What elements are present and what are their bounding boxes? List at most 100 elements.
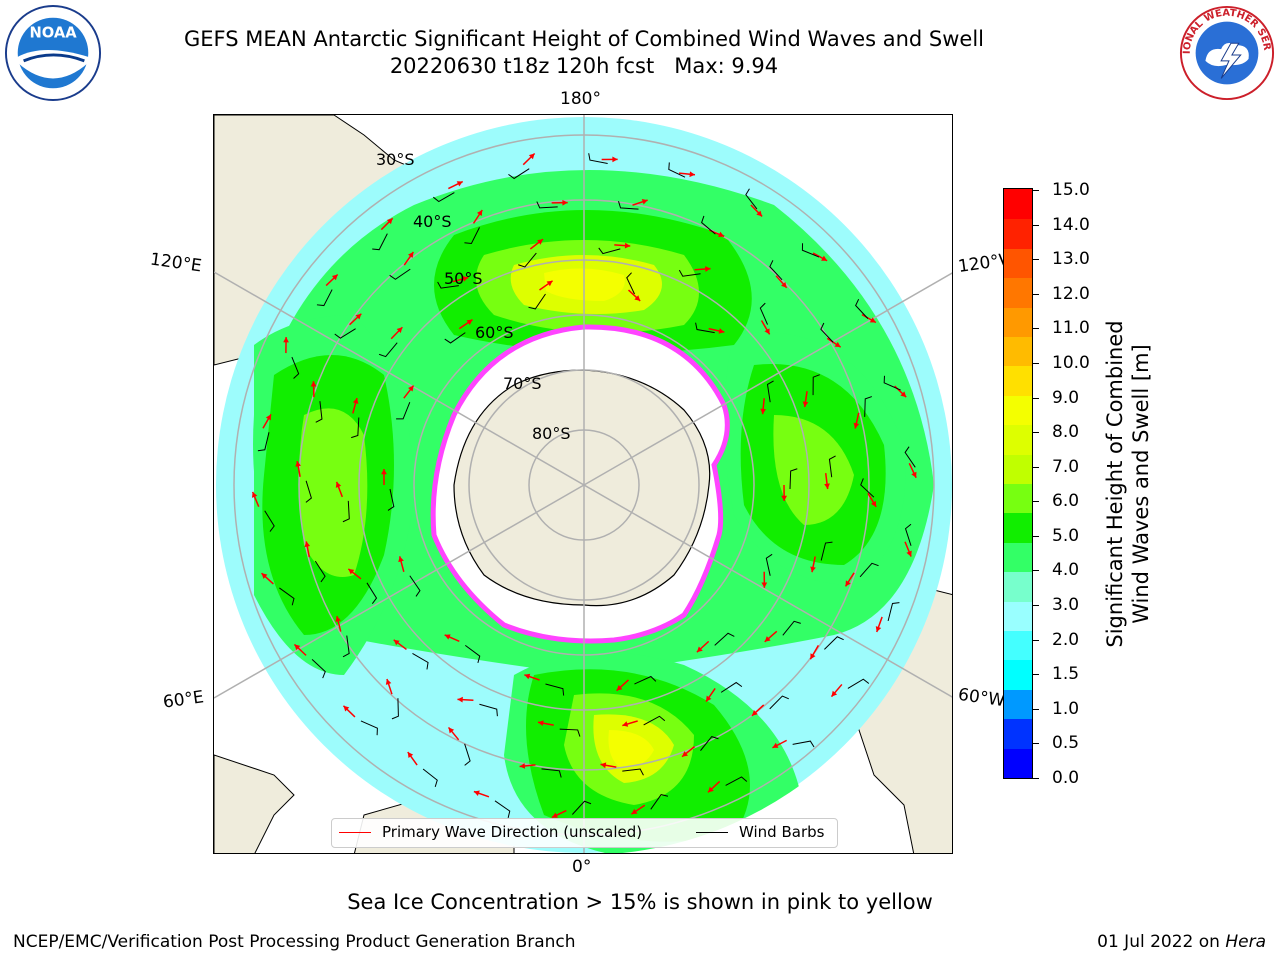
- colorbar-tick: [1033, 639, 1039, 641]
- wave-direction-arrowhead: [466, 319, 473, 325]
- wave-direction-arrowhead: [331, 274, 338, 281]
- legend-wave-line: [339, 832, 371, 833]
- wind-barb: [789, 468, 798, 490]
- wave-direction-arrowhead: [696, 646, 703, 653]
- colorbar-tick-label: 8.0: [1052, 422, 1080, 443]
- lat-label-30s: 30°S: [376, 150, 415, 169]
- wind-barbs: [257, 153, 916, 818]
- wind-barb: [389, 268, 411, 280]
- wind-barb: [828, 455, 836, 478]
- wave-direction-arrowhead: [900, 391, 907, 398]
- wave-direction-arrowhead: [448, 727, 455, 734]
- wind-barb: [342, 500, 350, 523]
- colorbar-band: [1004, 659, 1032, 690]
- wind-barb: [650, 794, 669, 810]
- wind-barb: [264, 510, 275, 532]
- wave-direction-arrowhead: [396, 327, 403, 334]
- primary-wave-direction-arrows: [251, 152, 917, 819]
- wind-barb: [883, 375, 901, 391]
- wind-barb: [769, 260, 783, 281]
- colorbar-tick: [1033, 293, 1039, 295]
- colorbar-band: [1004, 277, 1032, 308]
- wind-barb: [792, 740, 815, 748]
- map-title: GEFS MEAN Antarctic Significant Height o…: [183, 27, 985, 51]
- wind-barb: [257, 432, 270, 452]
- colorbar-tick-label: 6.0: [1052, 491, 1080, 512]
- wave-direction-arrowhead: [407, 752, 414, 758]
- wind-barb: [464, 743, 471, 766]
- wave-direction-arrowhead: [821, 255, 828, 261]
- colorbar-label-line2: Wind Waves and Swell [m]: [1129, 344, 1153, 624]
- colorbar-band: [1004, 424, 1032, 455]
- wind-barb: [342, 635, 350, 658]
- wind-barb: [279, 587, 295, 606]
- wind-barb: [494, 800, 511, 818]
- wind-barb: [422, 768, 438, 787]
- wind-barb: [847, 678, 870, 689]
- wave-direction-arrowhead: [393, 639, 400, 646]
- wave-direction-arrowhead: [310, 381, 317, 387]
- wind-barb: [571, 800, 592, 815]
- noaa-logo-text: NOAA: [29, 24, 77, 41]
- colorbar-tick-label: 1.5: [1052, 664, 1080, 685]
- colorbar-tick-label: 11.0: [1052, 318, 1090, 339]
- map-legend: Primary Wave Direction (unscaled) Wind B…: [331, 818, 838, 848]
- lat-label-40s: 40°S: [413, 212, 452, 231]
- wind-barb: [291, 356, 300, 379]
- wave-direction-arrowhead: [634, 295, 641, 301]
- wave-direction-arrowhead: [802, 401, 809, 408]
- wind-barb: [409, 575, 421, 597]
- wind-barb: [855, 298, 869, 319]
- wave-direction-arrowhead: [352, 398, 359, 404]
- colorbar-tick-label: 12.0: [1052, 283, 1090, 304]
- wave-direction-arrowhead: [781, 495, 787, 501]
- colorbar-tick: [1033, 224, 1039, 226]
- wave-height-map[interactable]: [214, 115, 953, 854]
- wave-direction-arrowhead: [524, 673, 531, 680]
- colorbar-band: [1004, 189, 1032, 220]
- wave-direction-arrowhead: [355, 313, 362, 320]
- wave-direction-arrowhead: [612, 156, 618, 163]
- legend-wind-line: [696, 832, 728, 833]
- colorbar-band: [1004, 395, 1032, 426]
- wave-direction-arrowhead: [265, 414, 271, 421]
- colorbar-tick-label: 14.0: [1052, 214, 1090, 235]
- wave-direction-arrowhead: [283, 337, 289, 343]
- wave-direction-arrowhead: [408, 251, 414, 258]
- wind-barb: [678, 269, 701, 277]
- colorbar-band: [1004, 718, 1032, 749]
- wind-barb: [634, 675, 657, 685]
- colorbar-tick: [1033, 708, 1039, 710]
- colorbar-band: [1004, 601, 1032, 631]
- wave-direction-arrowhead: [398, 556, 404, 563]
- colorbar-band: [1004, 365, 1032, 396]
- colorbar-tick: [1033, 778, 1039, 779]
- colorbar-tick-label: 0.5: [1052, 733, 1080, 754]
- wave-direction-arrowhead: [381, 469, 387, 475]
- wind-barb: [351, 417, 360, 439]
- wind-barb: [391, 698, 399, 720]
- wind-barb: [437, 281, 459, 289]
- colorbar-tick: [1033, 190, 1039, 191]
- wave-direction-arrowhead: [764, 636, 771, 642]
- wind-barb: [820, 541, 833, 561]
- wind-barb: [695, 322, 715, 334]
- wave-direction-arrowhead: [834, 341, 841, 348]
- wind-barb: [904, 523, 912, 546]
- wave-direction-arrowhead: [456, 181, 463, 187]
- colorbar-tick-label: 0.0: [1052, 768, 1080, 788]
- wave-direction-arrowhead: [457, 696, 463, 703]
- lon-label-0: 0°: [572, 857, 592, 877]
- wind-barb: [588, 153, 608, 164]
- wave-direction-arrowhead: [473, 790, 480, 796]
- wind-barb: [820, 322, 834, 343]
- colorbar-tick-label: 10.0: [1052, 352, 1090, 373]
- wave-direction-arrowhead: [462, 276, 469, 282]
- wind-barb: [617, 201, 639, 210]
- wind-barb: [366, 582, 378, 604]
- colorbar-tick: [1033, 535, 1039, 537]
- wave-direction-arrowhead: [537, 239, 543, 245]
- colorbar-tick-label: 4.0: [1052, 560, 1080, 581]
- map-panel[interactable]: [213, 114, 953, 854]
- colorbar-label: Significant Height of Combined Wind Wave…: [1102, 204, 1154, 764]
